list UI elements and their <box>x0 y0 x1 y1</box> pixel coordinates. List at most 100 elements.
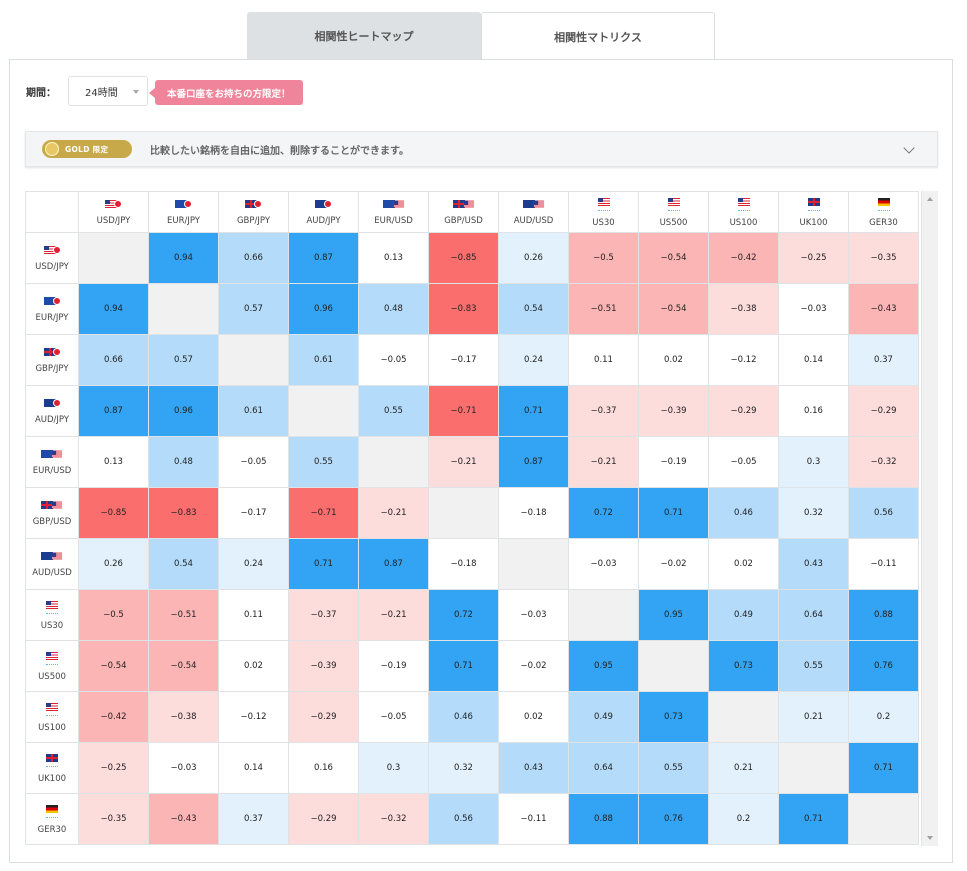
correlation-cell: −0.71 <box>288 487 359 539</box>
index-icon <box>46 612 58 616</box>
column-header: USD/JPY <box>78 191 149 233</box>
correlation-cell: 0.71 <box>638 487 709 539</box>
correlation-cell: −0.02 <box>498 640 569 692</box>
eu-flag-icon <box>41 449 53 458</box>
correlation-cell: 0.71 <box>848 742 919 794</box>
us-flag-icon <box>105 199 117 208</box>
flag-icons <box>41 449 63 459</box>
column-header: US30 <box>568 191 639 233</box>
vertical-scrollbar[interactable] <box>921 191 938 846</box>
correlation-cell: −0.18 <box>428 538 499 590</box>
correlation-cell: −0.25 <box>78 742 149 794</box>
row-header-label: AUD/USD <box>32 567 72 578</box>
row-header: US100 <box>25 691 79 743</box>
table-row: AUD/USD 0.26 0.54 0.24 0.71 0.87 −0.18 −0.03 −0.… <box>25 538 919 590</box>
tab-correlation-matrix[interactable]: 相関性マトリクス <box>481 12 715 61</box>
jp-flag-icon <box>52 245 61 254</box>
correlation-cell: −0.29 <box>708 385 779 437</box>
table-row: US500 −0.54 −0.54 0.02 −0.39 −0.19 0.71 −0.02 0.… <box>25 640 919 692</box>
us-flag-icon <box>43 245 56 254</box>
correlation-cell: −0.21 <box>358 589 429 641</box>
correlation-cell: 0.71 <box>498 385 569 437</box>
tab-correlation-heatmap[interactable]: 相関性ヒートマップ <box>247 12 481 60</box>
column-header: UK100 <box>778 191 849 233</box>
correlation-cell: −0.5 <box>78 589 149 641</box>
row-header-label: UK100 <box>37 773 67 784</box>
flag-icons <box>46 702 58 712</box>
correlation-cell: 0.16 <box>778 385 849 437</box>
correlation-cell: −0.83 <box>148 487 219 539</box>
gold-description: 比較したい銘柄を自由に追加、削除することができます。 <box>150 145 409 157</box>
correlation-cell: −0.54 <box>638 283 709 335</box>
table-row: USD/JPY 0.94 0.66 0.87 0.13 −0.85 0.26 −0.5 −0.5… <box>25 232 919 284</box>
diagonal-cell <box>78 232 149 284</box>
correlation-cell: −0.18 <box>498 487 569 539</box>
column-header-label: US100 <box>729 217 758 228</box>
gold-feature-bar[interactable]: GOLD 限定 比較したい銘柄を自由に追加、削除することができます。 <box>25 131 938 167</box>
index-icon <box>46 663 58 667</box>
correlation-cell: 0.61 <box>288 334 359 386</box>
row-header-label: USD/JPY <box>35 261 69 272</box>
correlation-cell: 0.76 <box>848 640 919 692</box>
diagonal-cell <box>638 640 709 692</box>
correlation-cell: 0.73 <box>708 640 779 692</box>
row-header-label: GBP/USD <box>32 516 72 527</box>
correlation-cell: −0.83 <box>428 283 499 335</box>
jp-flag-icon <box>254 199 262 208</box>
us-flag-icon <box>46 702 58 711</box>
correlation-cell: 0.48 <box>358 283 429 335</box>
flag-icons <box>382 199 405 209</box>
column-header-label: GBP/USD <box>444 215 483 226</box>
row-header-label: AUD/JPY <box>34 414 70 425</box>
row-header: AUD/USD <box>25 538 79 590</box>
correlation-cell: −0.37 <box>568 385 639 437</box>
diagonal-cell <box>288 385 359 437</box>
scroll-down-icon[interactable] <box>927 836 933 840</box>
index-icon <box>46 765 58 769</box>
table-row: AUD/JPY 0.87 0.96 0.61 0.55 −0.71 0.71 −0.37 −0.… <box>25 385 919 437</box>
column-header: US500 <box>638 191 709 233</box>
flag-icons <box>46 651 58 661</box>
row-header: EUR/JPY <box>25 283 79 335</box>
flag-icons <box>175 199 192 209</box>
column-header-label: US500 <box>659 217 688 228</box>
correlation-cell: 0.54 <box>148 538 219 590</box>
correlation-cell: 0.02 <box>708 538 779 590</box>
correlation-cell: 0.16 <box>288 742 359 794</box>
correlation-cell: 0.87 <box>358 538 429 590</box>
gb-flag-icon <box>807 197 820 206</box>
correlation-cell: 0.46 <box>708 487 779 539</box>
correlation-table: USD/JPY EUR/JPY GBP/JPY AUD/JPY EUR/USD GBP/U… <box>25 191 919 845</box>
us-flag-icon <box>51 450 63 457</box>
correlation-cell: 0.43 <box>778 538 849 590</box>
column-header-label: UK100 <box>799 217 828 228</box>
correlation-cell: −0.19 <box>358 640 429 692</box>
correlation-matrix: USD/JPY EUR/JPY GBP/JPY AUD/JPY EUR/USD GBP/U… <box>25 191 938 846</box>
correlation-cell: −0.85 <box>428 232 499 284</box>
correlation-cell: 0.72 <box>568 487 639 539</box>
gold-badge-label: GOLD 限定 <box>65 144 109 154</box>
correlation-cell: 0.24 <box>498 334 569 386</box>
de-flag-icon <box>46 804 58 813</box>
table-row: US100 −0.42 −0.38 −0.12 −0.29 −0.05 0.46 0.02 0.… <box>25 691 919 743</box>
row-header: EUR/USD <box>25 436 79 488</box>
au-flag-icon <box>41 551 53 560</box>
eu-flag-icon <box>175 199 187 208</box>
index-icon <box>667 209 680 213</box>
correlation-cell: −0.29 <box>288 793 359 845</box>
matrix-panel: 期間： 24時間 本番口座をお持ちの方限定！ GOLD 限定 比較したい銘柄を自… <box>9 59 953 863</box>
row-header: USD/JPY <box>25 232 79 284</box>
chevron-down-icon[interactable] <box>903 142 915 154</box>
correlation-cell: −0.38 <box>148 691 219 743</box>
correlation-cell: −0.02 <box>638 538 709 590</box>
chevron-down-icon <box>133 90 139 94</box>
us-flag-icon <box>737 197 750 206</box>
jp-flag-icon <box>324 199 332 208</box>
header-row: USD/JPY EUR/JPY GBP/JPY AUD/JPY EUR/USD GBP/U… <box>25 191 919 233</box>
scroll-up-icon[interactable] <box>927 197 933 201</box>
gb-flag-icon <box>43 347 56 356</box>
correlation-cell: −0.32 <box>358 793 429 845</box>
correlation-cell: 0.96 <box>288 283 359 335</box>
diagonal-cell <box>218 334 289 386</box>
period-select[interactable]: 24時間 <box>68 76 148 106</box>
